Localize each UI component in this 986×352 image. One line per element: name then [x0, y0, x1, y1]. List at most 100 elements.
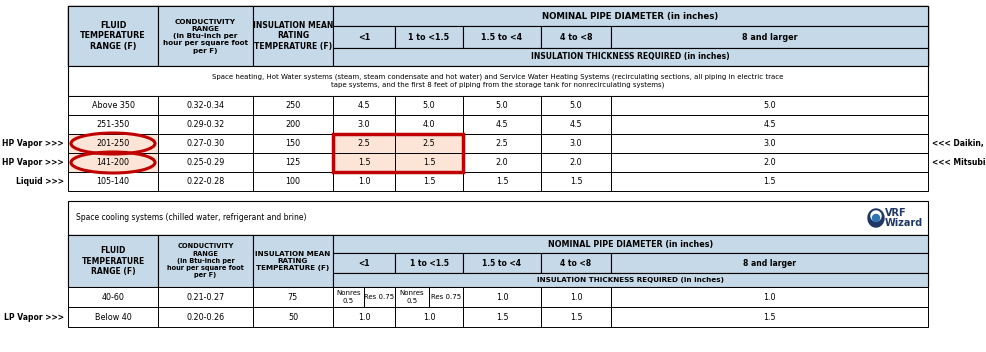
Text: <<< Mitsubishi: <<< Mitsubishi: [932, 158, 986, 167]
Bar: [253, 287, 333, 307]
Polygon shape: [871, 211, 881, 221]
Bar: [463, 134, 541, 153]
Bar: [253, 96, 333, 115]
Bar: [333, 48, 928, 66]
Text: 4.5: 4.5: [763, 120, 776, 129]
Bar: [395, 96, 463, 115]
Text: VRF: VRF: [885, 208, 906, 218]
Text: 3.0: 3.0: [763, 139, 776, 148]
Bar: [611, 307, 928, 327]
Bar: [463, 253, 541, 273]
Text: INSULATION MEAN
RATING
TEMPERATURE (F): INSULATION MEAN RATING TEMPERATURE (F): [255, 251, 330, 271]
Text: 1.5: 1.5: [570, 177, 583, 186]
Text: 5.0: 5.0: [763, 101, 776, 110]
Bar: [68, 307, 158, 327]
Text: Nonres
0.5: Nonres 0.5: [336, 290, 361, 304]
Bar: [463, 153, 541, 172]
Text: 1.5: 1.5: [496, 313, 509, 321]
Text: 100: 100: [286, 177, 301, 186]
Bar: [68, 235, 158, 287]
Text: Above 350: Above 350: [92, 101, 134, 110]
Text: 1.0: 1.0: [358, 177, 371, 186]
Bar: [253, 6, 333, 66]
Bar: [611, 172, 928, 191]
Text: 8 and larger: 8 and larger: [743, 258, 796, 268]
Text: 5.0: 5.0: [570, 101, 583, 110]
Text: 0.21-0.27: 0.21-0.27: [186, 293, 225, 302]
Bar: [68, 153, 158, 172]
Bar: [463, 307, 541, 327]
Bar: [253, 307, 333, 327]
Text: Space cooling systems (chilled water, refrigerant and brine): Space cooling systems (chilled water, re…: [76, 214, 307, 222]
Bar: [395, 253, 463, 273]
Text: LP Vapor >>>: LP Vapor >>>: [4, 313, 64, 321]
Bar: [253, 115, 333, 134]
Bar: [463, 287, 541, 307]
Bar: [333, 287, 364, 307]
Bar: [541, 287, 611, 307]
Text: NOMINAL PIPE DIAMETER (in inches): NOMINAL PIPE DIAMETER (in inches): [542, 12, 719, 20]
Bar: [541, 307, 611, 327]
Bar: [158, 307, 253, 327]
Text: 0.22-0.28: 0.22-0.28: [186, 177, 225, 186]
Text: <1: <1: [358, 258, 370, 268]
Bar: [395, 287, 429, 307]
Bar: [68, 172, 158, 191]
Text: 1.0: 1.0: [358, 313, 371, 321]
Bar: [541, 153, 611, 172]
Text: 1 to <1.5: 1 to <1.5: [408, 32, 450, 42]
Text: 125: 125: [285, 158, 301, 167]
Text: FLUID
TEMPERATURE
RANGE (F): FLUID TEMPERATURE RANGE (F): [80, 21, 146, 51]
Text: 0.20-0.26: 0.20-0.26: [186, 313, 225, 321]
Polygon shape: [868, 209, 884, 227]
Text: 1.5 to <4: 1.5 to <4: [482, 258, 522, 268]
Text: 1.5: 1.5: [358, 158, 371, 167]
Bar: [611, 26, 928, 48]
Bar: [333, 134, 463, 172]
Text: 0.29-0.32: 0.29-0.32: [186, 120, 225, 129]
Text: <<< Daikin, LG: <<< Daikin, LG: [932, 139, 986, 148]
Text: 1.5: 1.5: [763, 177, 776, 186]
Text: 4.5: 4.5: [358, 101, 371, 110]
Bar: [611, 287, 928, 307]
Text: Space heating, Hot Water systems (steam, steam condensate and hot water) and Ser: Space heating, Hot Water systems (steam,…: [212, 74, 784, 88]
Bar: [541, 134, 611, 153]
Text: 75: 75: [288, 293, 298, 302]
Bar: [68, 6, 158, 66]
Text: FLUID
TEMPERATURE
RANGE (F): FLUID TEMPERATURE RANGE (F): [82, 246, 145, 276]
Bar: [158, 6, 253, 66]
Text: 2.5: 2.5: [423, 139, 436, 148]
Text: 150: 150: [285, 139, 301, 148]
Text: 0.32-0.34: 0.32-0.34: [186, 101, 225, 110]
Bar: [429, 287, 463, 307]
Bar: [611, 153, 928, 172]
Text: 8 and larger: 8 and larger: [741, 32, 798, 42]
Bar: [68, 134, 158, 153]
Bar: [395, 307, 463, 327]
Bar: [333, 235, 928, 253]
Text: 105-140: 105-140: [97, 177, 129, 186]
Bar: [541, 253, 611, 273]
Bar: [158, 115, 253, 134]
Text: <1: <1: [358, 32, 370, 42]
Text: 1.0: 1.0: [423, 313, 435, 321]
Text: INSULATION THICKNESS REQUIRED (in inches): INSULATION THICKNESS REQUIRED (in inches…: [531, 52, 730, 62]
Bar: [158, 172, 253, 191]
Circle shape: [873, 214, 880, 221]
Bar: [541, 172, 611, 191]
Bar: [463, 26, 541, 48]
Text: 2.5: 2.5: [358, 139, 371, 148]
Text: 4.5: 4.5: [570, 120, 583, 129]
Bar: [333, 307, 395, 327]
Bar: [463, 115, 541, 134]
Bar: [158, 134, 253, 153]
Bar: [333, 134, 395, 153]
Text: 1.0: 1.0: [570, 293, 583, 302]
Bar: [158, 235, 253, 287]
Text: 1.5: 1.5: [423, 158, 435, 167]
Bar: [463, 172, 541, 191]
Text: HP Vapor >>>: HP Vapor >>>: [2, 139, 64, 148]
Bar: [611, 134, 928, 153]
Bar: [395, 26, 463, 48]
Text: 40-60: 40-60: [102, 293, 124, 302]
